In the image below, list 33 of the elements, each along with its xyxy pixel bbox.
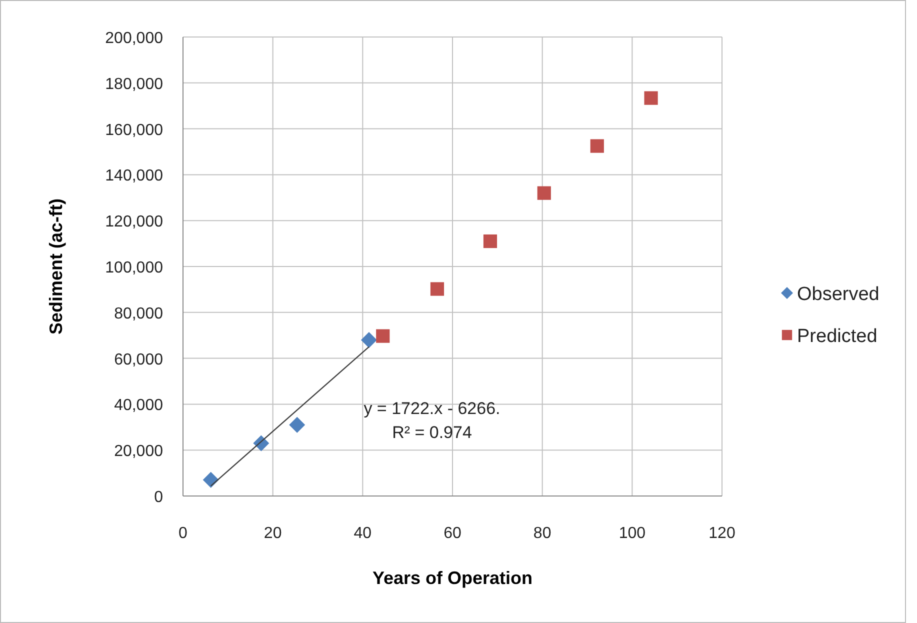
x-tick-label: 60: [444, 525, 462, 542]
point: [289, 416, 306, 433]
point: [360, 332, 377, 348]
y-tick-label: 200,000: [105, 30, 164, 47]
x-tick-label: 40: [354, 525, 372, 542]
point: [590, 139, 604, 153]
y-axis-title: Sediment (ac-ft): [46, 198, 66, 335]
y-tick-label: 60,000: [114, 351, 164, 368]
x-tick-label: 20: [264, 525, 282, 542]
y-tick-label: 100,000: [105, 260, 164, 276]
x-tick-label: 100: [618, 525, 646, 542]
legend-label: Predicted: [797, 326, 878, 347]
point: [202, 472, 219, 488]
point: [644, 91, 658, 105]
y-tick-label: 120,000: [105, 214, 164, 231]
annotation: R² = 0.974: [392, 423, 472, 442]
point: [537, 186, 551, 200]
x-tick-label: 80: [533, 525, 552, 542]
y-tick-label: 20,000: [114, 443, 164, 460]
y-tick-label: 180,000: [105, 76, 164, 93]
point: [376, 329, 390, 343]
x-axis-title: Years of Operation: [372, 568, 533, 588]
point: [483, 234, 498, 248]
x-tick-label: 120: [708, 525, 736, 542]
y-tick-label: 0: [154, 489, 164, 506]
y-tick-label: 80,000: [114, 305, 164, 322]
point: [430, 282, 444, 296]
annotation: y = 1722.x - 6266.: [364, 399, 500, 418]
legend-label: Observed: [797, 284, 880, 305]
x-tick-label: 0: [178, 525, 188, 542]
y-tick-label: 40,000: [114, 397, 164, 414]
y-tick-label: 140,000: [105, 168, 164, 185]
y-tick-label: 160,000: [105, 122, 164, 139]
